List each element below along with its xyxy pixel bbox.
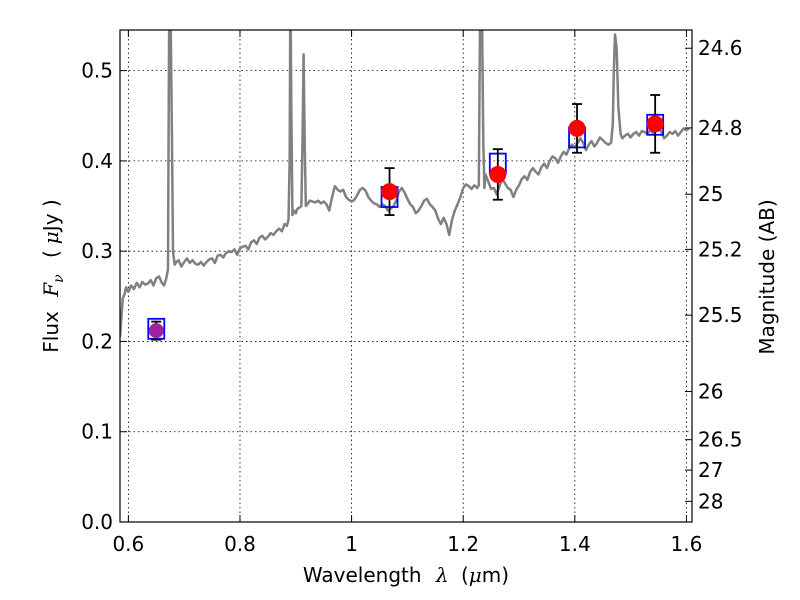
mag-tick-label: 25: [698, 182, 723, 206]
y2-axis-label: Magnitude (AB): [755, 199, 779, 354]
limit-flux-point: [148, 323, 164, 339]
observed-flux-point: [646, 115, 664, 133]
x-tick-label: 0.6: [112, 532, 144, 556]
observed-flux-point: [381, 183, 399, 201]
x-tick-label: 1: [345, 532, 358, 556]
mag-tick-label: 24.8: [698, 116, 743, 140]
y-tick-label: 0.1: [81, 420, 113, 444]
mag-tick-label: 24.6: [698, 36, 743, 60]
x-tick-label: 1.6: [671, 532, 703, 556]
mag-tick-label: 26.5: [698, 428, 743, 452]
x-tick-label: 0.8: [224, 532, 256, 556]
mag-tick-label: 25.5: [698, 303, 743, 327]
observed-flux-point: [489, 165, 507, 183]
y-tick-label: 0.2: [81, 329, 113, 353]
plot-frame: [119, 29, 693, 523]
axes-layer: 0.6 0.8 1 1.2 1.4 1.6 0.0 0.1 0.2 0.3 0.4 0.5 24.6 24…: [81, 29, 743, 556]
y-tick-label: 0.3: [81, 239, 113, 263]
observed-flux-point: [568, 119, 586, 137]
y-tick-label: 0.5: [81, 59, 113, 83]
grid-layer: [120, 30, 692, 522]
x-tick-label: 1.2: [447, 532, 479, 556]
mag-tick-label: 27: [698, 458, 723, 482]
mag-tick-label: 26: [698, 380, 723, 404]
x-axis-label: Wavelength λ (μm): [303, 563, 509, 587]
mag-tick-label: 28: [698, 489, 723, 513]
y-tick-label: 0.4: [81, 149, 113, 173]
y-tick-label: 0.0: [81, 510, 113, 534]
x-tick-label: 1.4: [559, 532, 591, 556]
mag-tick-label: 25.2: [698, 237, 743, 261]
plot-area: [120, 30, 690, 341]
y-axis-label: Flux Fν (μJy ): [39, 199, 68, 352]
